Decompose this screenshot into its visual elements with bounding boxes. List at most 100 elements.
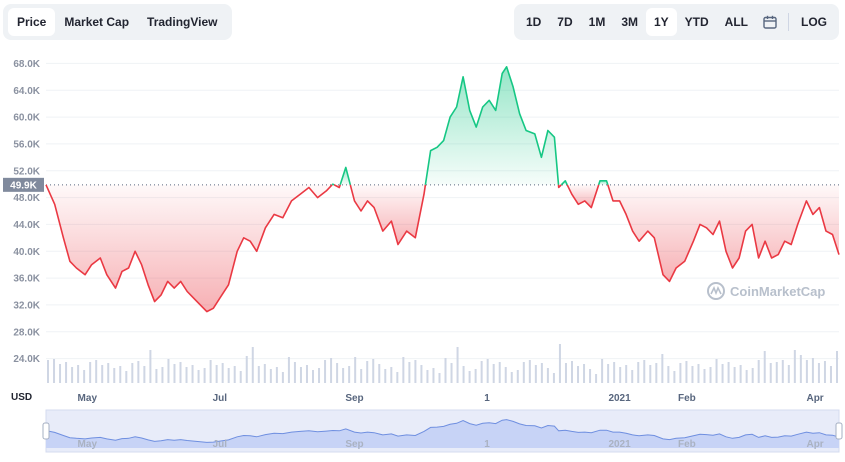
price-line-down bbox=[45, 184, 333, 313]
volume-bar bbox=[396, 372, 399, 383]
divider bbox=[788, 13, 789, 31]
volume-bar bbox=[384, 369, 387, 383]
volume-bar bbox=[685, 361, 688, 383]
volume-bar bbox=[149, 350, 152, 383]
y-tick-label: 40.0K bbox=[13, 247, 40, 258]
volume-bar bbox=[655, 363, 658, 383]
x-tick-label: 1 bbox=[484, 393, 490, 404]
currency-label: USD bbox=[11, 392, 32, 403]
volume-bar bbox=[528, 360, 531, 383]
y-tick-label: 48.0K bbox=[13, 193, 40, 204]
reference-price-badge bbox=[3, 177, 44, 192]
volume-bar bbox=[637, 362, 640, 383]
volume-bar bbox=[558, 344, 561, 383]
volume-bar bbox=[607, 364, 610, 383]
x-tick-label: Sep bbox=[345, 393, 363, 404]
volume-bar bbox=[179, 362, 182, 383]
volume-bar bbox=[53, 359, 56, 383]
range-1y-button[interactable]: 1Y bbox=[645, 8, 677, 36]
navigator-tick-label: 2021 bbox=[608, 439, 631, 450]
volume-bar bbox=[378, 364, 381, 383]
volume-bar bbox=[450, 363, 453, 383]
range-3m-button[interactable]: 3M bbox=[621, 15, 638, 29]
navigator-area bbox=[46, 419, 839, 448]
volume-bar bbox=[119, 366, 122, 383]
volume-bar bbox=[534, 365, 537, 383]
volume-bar bbox=[601, 359, 604, 383]
volume-bar bbox=[486, 359, 489, 383]
price-line-down bbox=[607, 184, 840, 283]
x-tick-label: Apr bbox=[806, 393, 823, 404]
volume-bar bbox=[583, 364, 586, 383]
price-area-segment bbox=[46, 184, 333, 312]
volume-bar bbox=[619, 367, 622, 383]
navigator-tick-label: Apr bbox=[806, 439, 823, 450]
navigator-left-handle[interactable] bbox=[42, 422, 50, 440]
tab-tradingview[interactable]: TradingView bbox=[147, 15, 218, 29]
volume-bar bbox=[281, 372, 284, 383]
price-area-segment bbox=[350, 184, 426, 245]
volume-bar bbox=[161, 367, 164, 383]
watermark-text: CoinMarketCap bbox=[730, 284, 825, 299]
volume-bar bbox=[263, 364, 266, 383]
volume-bar bbox=[643, 360, 646, 383]
price-area-segment bbox=[598, 180, 608, 185]
volume-bar bbox=[679, 363, 682, 383]
volume-bar bbox=[691, 366, 694, 383]
price-area-segment bbox=[607, 184, 839, 282]
range-ytd-button[interactable]: YTD bbox=[684, 15, 709, 29]
volume-bar bbox=[312, 370, 315, 383]
volume-bar bbox=[727, 362, 730, 383]
price-line-down bbox=[557, 184, 562, 189]
volume-bar bbox=[59, 364, 62, 383]
price-area-segment bbox=[425, 66, 559, 185]
reference-price-line: 49.9K bbox=[3, 177, 839, 192]
volume-bar bbox=[516, 370, 519, 383]
volume-bar bbox=[336, 363, 339, 383]
volume-bar bbox=[155, 369, 158, 383]
volume-bar bbox=[269, 369, 272, 383]
volume-bar bbox=[751, 368, 754, 383]
range-1m-button[interactable]: 1M bbox=[588, 15, 606, 29]
volume-bar bbox=[305, 365, 308, 383]
volume-bar bbox=[402, 357, 405, 383]
navigator-right-handle[interactable] bbox=[835, 422, 843, 440]
volume-bar bbox=[811, 358, 814, 383]
volume-bar bbox=[366, 361, 369, 383]
tab-market-cap[interactable]: Market Cap bbox=[64, 15, 130, 29]
volume-bar bbox=[131, 363, 134, 383]
volume-bar bbox=[456, 347, 459, 383]
volume-bar bbox=[191, 365, 194, 383]
volume-bar bbox=[462, 366, 465, 383]
volume-bar bbox=[787, 365, 790, 383]
price-line-down bbox=[333, 184, 341, 189]
y-tick-label: 36.0K bbox=[13, 274, 40, 285]
tab-price[interactable]: Price bbox=[8, 8, 56, 36]
log-scale-button[interactable]: LOG bbox=[801, 15, 827, 29]
calendar-icon[interactable] bbox=[756, 8, 784, 36]
volume-bar bbox=[589, 369, 592, 383]
y-tick-label: 64.0K bbox=[13, 86, 40, 97]
volume-bar bbox=[287, 357, 290, 383]
range-all-button[interactable]: ALL bbox=[724, 15, 748, 29]
volume-bar bbox=[209, 360, 212, 383]
volume-bar bbox=[510, 372, 513, 383]
x-tick-label: May bbox=[78, 393, 98, 404]
range-1d-button[interactable]: 1D bbox=[525, 15, 542, 29]
watermark: CoinMarketCap bbox=[707, 282, 825, 300]
volume-bar bbox=[65, 362, 68, 383]
price-line bbox=[45, 66, 840, 313]
price-line-up bbox=[331, 183, 335, 186]
volume-bar bbox=[444, 358, 447, 383]
price-area-segment bbox=[340, 167, 351, 185]
range-navigator[interactable]: May Jul Sep 1 2021 Feb Apr bbox=[42, 409, 843, 453]
volume-bar bbox=[137, 361, 140, 383]
volume-bar bbox=[625, 365, 628, 383]
volume-bar bbox=[775, 362, 778, 383]
price-line-up bbox=[560, 180, 568, 186]
volume-bar bbox=[763, 351, 766, 383]
volume-bar bbox=[257, 366, 260, 383]
y-tick-label: 52.0K bbox=[13, 166, 40, 177]
volume-bar bbox=[540, 363, 543, 383]
range-7d-button[interactable]: 7D bbox=[557, 15, 573, 29]
